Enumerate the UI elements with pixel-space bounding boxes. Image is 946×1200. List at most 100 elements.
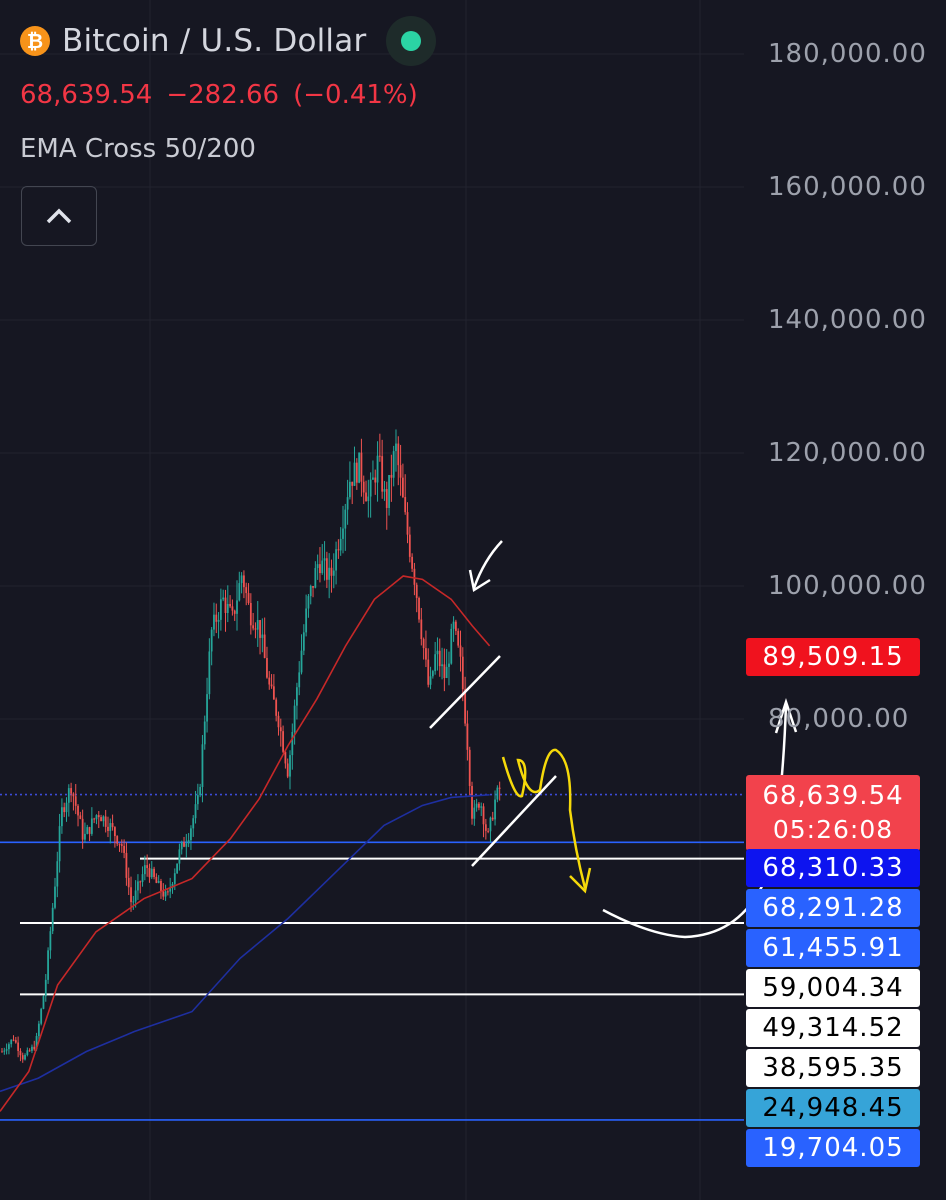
y-axis-tick-label: 80,000.00 — [768, 704, 910, 734]
candle-body — [8, 1044, 10, 1050]
candle-body — [392, 451, 395, 478]
price-tag-value: 38,595.35 — [762, 1053, 904, 1083]
candle-body — [84, 833, 86, 840]
white-trendline-lower — [471, 775, 557, 867]
candle-body — [169, 888, 172, 892]
candle-body — [286, 763, 289, 777]
candle-body — [362, 481, 365, 493]
candle-body — [344, 509, 347, 529]
candle-body — [249, 602, 252, 626]
candle-body — [259, 620, 261, 638]
candle-body — [471, 786, 473, 819]
candle-body — [487, 830, 490, 832]
candle-body — [461, 656, 464, 690]
candle-body — [454, 621, 457, 631]
candle-body — [312, 586, 314, 588]
candle-body — [459, 645, 462, 657]
collapse-button[interactable] — [21, 186, 97, 246]
candle-body — [367, 496, 370, 502]
candle-body — [10, 1039, 13, 1045]
candle-body — [143, 865, 146, 875]
candle-body — [321, 560, 324, 574]
candle-body — [12, 1039, 15, 1041]
candle-body — [415, 584, 418, 598]
candle-body — [93, 818, 96, 820]
symbol-title[interactable]: Bitcoin / U.S. Dollar — [62, 23, 367, 59]
price-change: −282.66 — [166, 80, 280, 110]
indicator-label[interactable]: EMA Cross 50/200 — [20, 134, 256, 164]
candle-body — [65, 802, 68, 813]
candle-body — [494, 799, 496, 820]
yellow-scribble-arrow — [501, 748, 587, 889]
candle-body — [293, 705, 296, 732]
candle-body — [231, 606, 234, 611]
candle-body — [383, 489, 386, 492]
candle-body — [199, 787, 202, 796]
candle-body — [261, 634, 264, 638]
candle-body — [335, 549, 337, 571]
candle-body — [381, 456, 384, 492]
candle-body — [146, 865, 149, 869]
candle-body — [148, 868, 151, 878]
candle-body — [438, 650, 441, 667]
candle-body — [183, 841, 185, 847]
y-axis-tick-label: 120,000.00 — [768, 438, 927, 468]
candle-body — [17, 1042, 20, 1051]
candle-body — [40, 1008, 43, 1024]
candle-body — [385, 489, 388, 508]
candle-body — [330, 567, 333, 576]
candle-body — [254, 628, 257, 630]
price-tag: 68,291.28 — [746, 889, 920, 927]
candle-body — [478, 803, 480, 808]
white-down-arrow — [472, 540, 503, 589]
candle-body — [247, 593, 250, 603]
candle-body — [137, 881, 139, 891]
candle-body — [480, 806, 483, 808]
candle-body — [134, 890, 137, 902]
candle-body — [468, 749, 471, 787]
candle-body — [153, 868, 155, 877]
candle-body — [67, 788, 70, 803]
price-tag-value: 68,310.33 — [762, 853, 904, 883]
candle-body — [245, 587, 248, 594]
candle-body — [360, 452, 363, 482]
candle-body — [291, 731, 294, 756]
candle-body — [484, 824, 487, 831]
candle-body — [51, 907, 54, 932]
price-tag: 59,004.34 — [746, 969, 920, 1007]
candle-body — [104, 816, 107, 827]
candle-body — [217, 619, 220, 622]
chart-header: ₿ Bitcoin / U.S. Dollar 68,639.54 −282.66… — [20, 16, 437, 164]
candle-body — [157, 880, 160, 883]
candle-body — [374, 477, 377, 483]
candle-body — [213, 614, 215, 630]
candle-body — [411, 556, 414, 569]
ema50-line — [0, 575, 491, 1112]
candle-body — [166, 891, 169, 893]
candle-body — [355, 462, 358, 483]
candle-body — [130, 887, 132, 903]
candle-body — [5, 1049, 8, 1051]
candle-body — [86, 827, 89, 834]
candle-body — [215, 614, 218, 622]
price-tag-value: 19,704.05 — [762, 1133, 904, 1163]
candle-body — [47, 950, 49, 980]
candle-body — [443, 664, 446, 678]
candle-body — [185, 843, 188, 847]
price-tag: 49,314.52 — [746, 1009, 920, 1047]
candle-body — [418, 597, 420, 620]
candle-body — [206, 694, 208, 722]
candle-body — [187, 840, 190, 844]
candle-body — [425, 648, 427, 660]
price-tag-value: 49,314.52 — [762, 1013, 904, 1043]
candle-body — [74, 796, 77, 806]
candle-body — [113, 827, 116, 837]
white-down-arrow-head — [468, 569, 491, 593]
candle-body — [441, 664, 443, 667]
candle-body — [346, 497, 349, 510]
price-tag-value: 68,639.54 — [762, 781, 904, 811]
candle-body — [21, 1055, 24, 1060]
market-status-indicator[interactable] — [386, 16, 437, 66]
candle-body — [358, 452, 361, 483]
